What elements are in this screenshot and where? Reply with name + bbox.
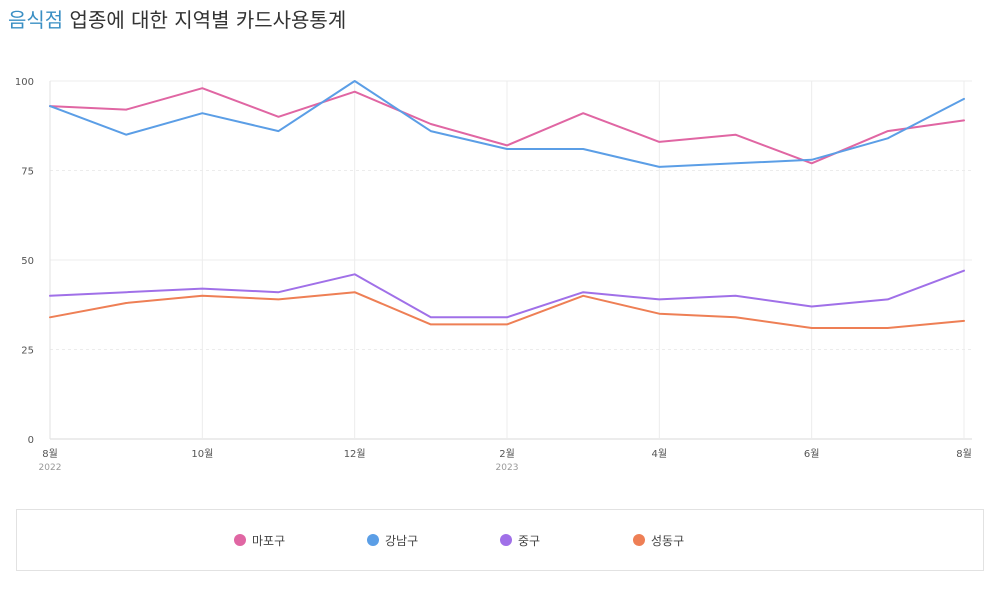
legend-dot-icon xyxy=(234,534,246,546)
x-tick-label: 8월 xyxy=(42,448,58,460)
line-chart: 0 25 50 75 100 8월 2022 10월 12월 2월 2023 4월 6월 8월 xyxy=(15,77,972,473)
legend-item[interactable]: 마포구 xyxy=(234,532,367,549)
x-tick-label: 6월 xyxy=(804,448,820,460)
legend-dot-icon xyxy=(500,534,512,546)
x-tick-label: 12월 xyxy=(344,448,366,460)
series-line-중구 xyxy=(49,269,965,319)
legend-item[interactable]: 성동구 xyxy=(633,532,766,549)
legend-label: 강남구 xyxy=(385,533,419,548)
legend-label: 성동구 xyxy=(651,533,685,548)
title-highlight: 음식점 xyxy=(8,8,64,32)
x-tick-label: 10월 xyxy=(191,448,213,460)
legend-label: 마포구 xyxy=(252,533,286,548)
y-tick-label: 50 xyxy=(21,256,34,267)
x-tick-label: 4월 xyxy=(652,448,668,460)
x-tick-label: 8월 xyxy=(956,448,972,460)
legend-item[interactable]: 중구 xyxy=(500,532,633,549)
legend-item[interactable]: 강남구 xyxy=(367,532,500,549)
series-line-강남구 xyxy=(49,80,965,168)
legend-dot-icon xyxy=(633,534,645,546)
y-tick-label: 25 xyxy=(21,346,34,357)
title-rest: 업종에 대한 지역별 카드사용통계 xyxy=(63,8,347,32)
chart-legend: 마포구 강남구 중구 성동구 xyxy=(16,509,984,571)
series-line-성동구 xyxy=(49,291,965,329)
x-tick-sublabel: 2023 xyxy=(496,463,519,473)
y-tick-label: 0 xyxy=(28,435,34,446)
y-tick-label: 75 xyxy=(21,167,34,178)
series-line-마포구 xyxy=(49,87,965,165)
legend-label: 중구 xyxy=(518,533,541,548)
page-title: 음식점 업종에 대한 지역별 카드사용통계 xyxy=(8,6,346,34)
x-tick-label: 2월 xyxy=(499,448,515,460)
x-tick-sublabel: 2022 xyxy=(39,463,62,473)
legend-dot-icon xyxy=(367,534,379,546)
y-tick-label: 100 xyxy=(15,77,34,88)
